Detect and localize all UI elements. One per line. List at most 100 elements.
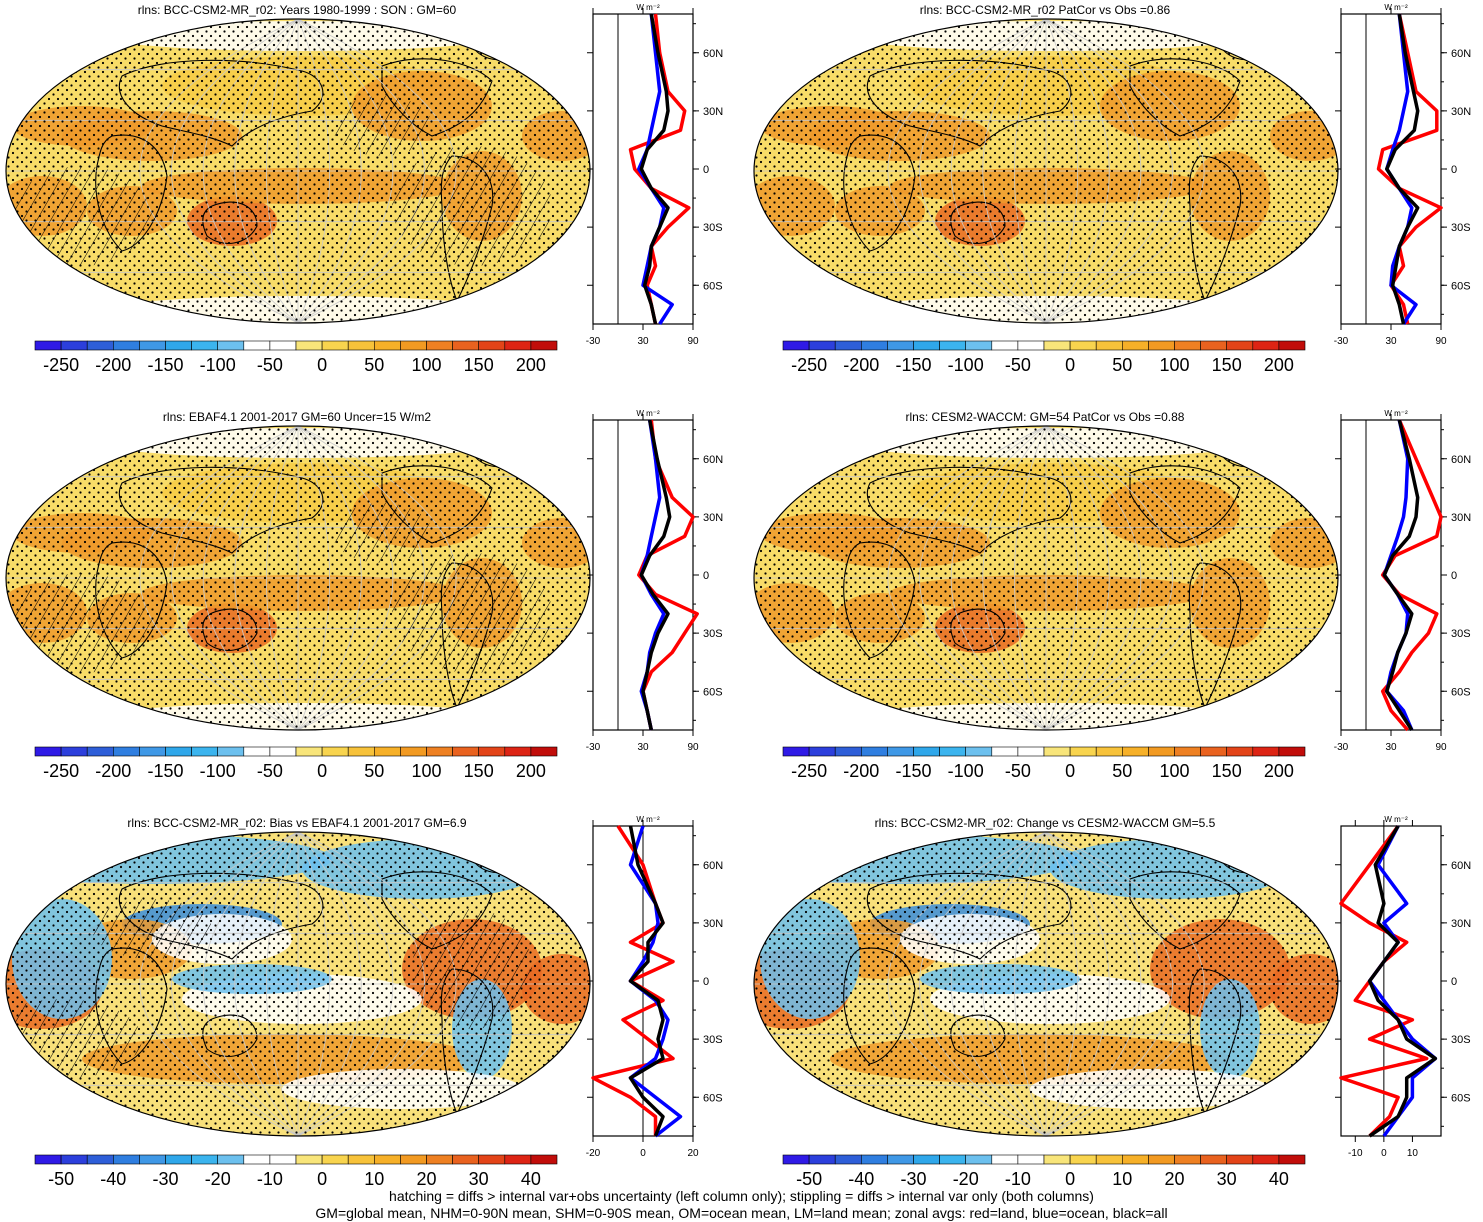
colorbar-cell	[1148, 340, 1175, 351]
colorbar-tick-label: -100	[200, 761, 236, 781]
colorbar-cell	[913, 746, 940, 757]
colorbar-cell	[530, 1154, 558, 1165]
colorbar-cell	[834, 746, 862, 757]
x-tick-label: 90	[1435, 336, 1447, 347]
colorbar-2: -250-200-150-100-50050100150200250	[782, 340, 1306, 375]
colorbar-tick-label: 0	[1065, 761, 1075, 781]
zonal-mean-plot-2: 60N 30N 0 30S 60S -30 30 90 W m⁻²	[1334, 3, 1471, 347]
colorbar-cell	[34, 746, 62, 757]
colorbar-cell	[34, 340, 62, 351]
x-tick-label: 30	[1385, 742, 1397, 753]
colorbar-cell	[139, 340, 166, 351]
map-model-climatology	[5, 18, 591, 324]
colorbar-cell	[243, 746, 271, 757]
colorbar-cell	[782, 340, 810, 351]
colorbar-cell	[426, 746, 453, 757]
x-tick-label: 90	[687, 336, 699, 347]
colorbar-cell	[478, 1154, 506, 1165]
lat-tick-label: 30S	[1451, 222, 1471, 234]
colorbar-tick-label: 0	[317, 761, 327, 781]
colorbar-cell	[139, 1154, 166, 1165]
colorbar-4: -250-200-150-100-50050100150200250	[782, 746, 1306, 781]
zonal-unit-label: W m⁻²	[1384, 3, 1408, 12]
colorbar-cell	[139, 746, 166, 757]
colorbar-cell	[1200, 340, 1228, 351]
colorbar-cell	[113, 746, 140, 757]
colorbar-tick-label: 0	[1065, 355, 1075, 375]
zonal-unit-label: W m⁻²	[636, 3, 660, 12]
panel-title-3: rlns: EBAF4.1 2001-2017 GM=60 Uncer=15 W…	[162, 410, 432, 424]
zonal-line-all	[639, 13, 670, 325]
colorbar-tick-label: -200	[95, 355, 131, 375]
colorbar-tick-label: 0	[317, 355, 327, 375]
colorbar-cell	[808, 340, 836, 351]
colorbar-cell	[1278, 340, 1306, 351]
colorbar-cell	[1278, 1154, 1306, 1165]
colorbar-1: -250-200-150-100-50050100150200250	[34, 340, 558, 375]
colorbar-cell	[1174, 746, 1201, 757]
colorbar-cell	[400, 746, 427, 757]
colorbar-cell	[861, 340, 888, 351]
colorbar-cell	[1121, 746, 1149, 757]
colorbar-tick-label: 50	[1112, 761, 1132, 781]
colorbar-3: -250-200-150-100-50050100150200250	[34, 746, 558, 781]
colorbar-tick-label: 200	[516, 761, 546, 781]
zonal-unit-label: W m⁻²	[1384, 815, 1408, 824]
x-tick-label: 20	[687, 1148, 699, 1159]
zonal-unit-label: W m⁻²	[636, 409, 660, 418]
colorbar-tick-label: -250	[791, 355, 827, 375]
colorbar-cell	[1200, 1154, 1228, 1165]
colorbar-cell	[1121, 340, 1149, 351]
map-border	[753, 425, 1339, 731]
map-change-vs-cesm2	[753, 831, 1339, 1137]
colorbar-cell	[991, 340, 1019, 351]
colorbar-cell	[321, 746, 349, 757]
colorbar-cell	[34, 1154, 62, 1165]
zonal-mean-plot-3: 60N 30N 0 30S 60S -30 30 90 W m⁻²	[586, 409, 723, 753]
colorbar-cell	[1017, 746, 1045, 757]
colorbar-tick-label: -150	[895, 761, 931, 781]
footer-line-2: GM=global mean, NHM=0-90N mean, SHM=0-90…	[315, 1205, 1168, 1221]
colorbar-tick-label: -10	[257, 1169, 283, 1189]
colorbar-cell	[991, 746, 1019, 757]
lat-tick-label: 60N	[1451, 48, 1471, 60]
colorbar-tick-label: 150	[1212, 355, 1242, 375]
lat-tick-label: 0	[703, 164, 709, 176]
colorbar-cell	[1043, 340, 1071, 351]
x-tick-label: 0	[640, 1148, 646, 1159]
colorbar-cell	[1095, 746, 1123, 757]
colorbar-cell	[887, 1154, 914, 1165]
zonal-line-ocean	[637, 13, 674, 325]
hatching	[12, 573, 152, 673]
colorbar-tick-label: -150	[147, 761, 183, 781]
panel-title-6: rlns: BCC-CSM2-MR_r02: Change vs CESM2-W…	[874, 816, 1216, 830]
lat-tick-label: 60N	[703, 454, 723, 466]
lat-tick-label: 60S	[1451, 686, 1471, 698]
x-tick-label: -30	[586, 742, 601, 753]
colorbar-cell	[400, 1154, 427, 1165]
lat-tick-label: 0	[1451, 164, 1457, 176]
colorbar-tick-label: 50	[1112, 355, 1132, 375]
stippling	[754, 426, 1338, 730]
colorbar-tick-label: 10	[1112, 1169, 1132, 1189]
colorbar-cell	[965, 340, 993, 351]
zonal-line-all	[639, 419, 672, 731]
colorbar-cell	[321, 1154, 349, 1165]
colorbar-cell	[191, 1154, 219, 1165]
colorbar-tick-label: -20	[205, 1169, 231, 1189]
colorbar-cell	[1226, 746, 1254, 757]
colorbar-cell	[373, 340, 401, 351]
x-tick-label: -30	[586, 336, 601, 347]
hatching	[92, 899, 212, 959]
zonal-line-land	[1339, 824, 1429, 1138]
colorbar-cell	[1148, 1154, 1175, 1165]
colorbar-tick-label: -150	[895, 355, 931, 375]
lat-tick-label: 0	[1451, 976, 1457, 988]
lat-tick-label: 30S	[1451, 1034, 1471, 1046]
map-cesm2-waccm	[753, 425, 1339, 731]
colorbar-tick-label: 100	[1159, 761, 1189, 781]
lat-tick-label: 30S	[703, 628, 723, 640]
lat-tick-label: 30N	[1451, 512, 1471, 524]
colorbar-cell	[295, 1154, 323, 1165]
colorbar-tick-label: 150	[464, 761, 494, 781]
